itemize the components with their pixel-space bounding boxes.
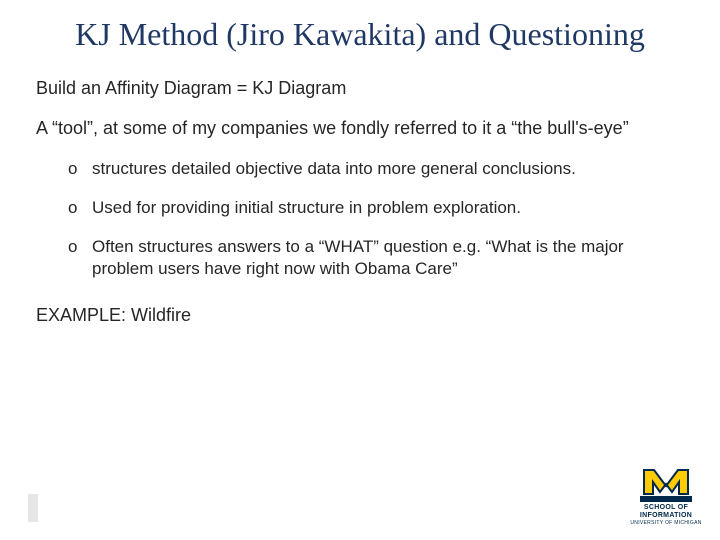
block-m-icon [640,466,692,502]
bullet-item: structures detailed objective data into … [68,158,684,179]
intro-line-2: A “tool”, at some of my companies we fon… [36,117,684,140]
bullet-list: structures detailed objective data into … [68,158,684,279]
bullet-item: Used for providing initial structure in … [68,197,684,218]
slide-title: KJ Method (Jiro Kawakita) and Questionin… [36,16,684,53]
umich-logo: SCHOOL OF INFORMATION UNIVERSITY OF MICH… [626,466,706,526]
logo-text-line1: SCHOOL OF [626,504,706,512]
slide-container: KJ Method (Jiro Kawakita) and Questionin… [0,0,720,540]
bullet-item: Often structures answers to a “WHAT” que… [68,236,684,279]
example-line: EXAMPLE: Wildfire [36,305,684,326]
logo-text-line2: INFORMATION [626,512,706,520]
slide-number-placeholder [28,494,38,522]
logo-text-line3: UNIVERSITY OF MICHIGAN [626,521,706,527]
intro-line-1: Build an Affinity Diagram = KJ Diagram [36,77,684,100]
